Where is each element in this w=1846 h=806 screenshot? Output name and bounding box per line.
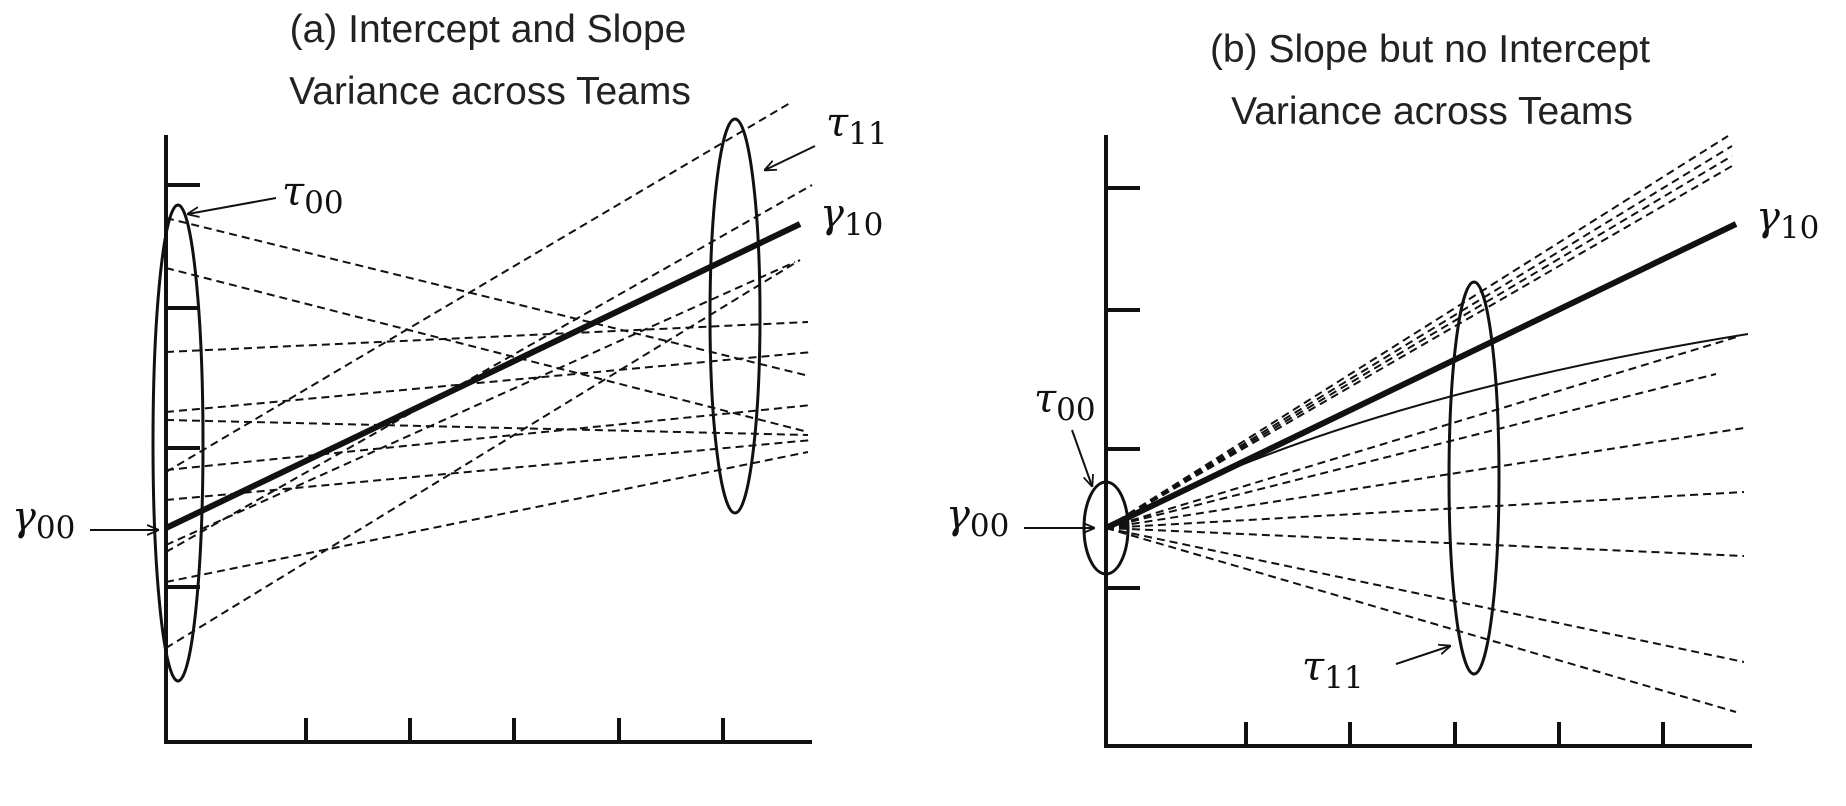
panel-a-tau00-label: τ00 bbox=[282, 169, 344, 221]
team-line bbox=[165, 351, 813, 413]
panel-b-x-ticks bbox=[1244, 722, 1665, 746]
team-line bbox=[1105, 491, 1745, 529]
panel-b-title-line2: Variance across Teams bbox=[1231, 90, 1633, 133]
team-line bbox=[165, 184, 813, 553]
panel-b-tau11-label: τ11 bbox=[1302, 644, 1364, 696]
team-line bbox=[1105, 527, 1737, 713]
panel-a-gamma00-label: γ00 bbox=[12, 494, 75, 546]
team-line bbox=[165, 102, 791, 473]
panel-a-arrows bbox=[90, 145, 816, 530]
panel-a-gamma10-label: γ10 bbox=[820, 191, 883, 243]
team-line bbox=[1105, 335, 1741, 529]
panel-b-tau00-arrow bbox=[1071, 429, 1092, 486]
panel-a-slope-variance-ellipse bbox=[708, 117, 762, 515]
panel-b-gamma10-label: γ10 bbox=[1756, 194, 1819, 246]
panel-a-title-line1: (a) Intercept and Slope bbox=[290, 8, 687, 51]
team-line bbox=[165, 404, 813, 471]
panel-a: (a) Intercept and Slope Variance across … bbox=[12, 8, 888, 744]
panel-a-x-ticks bbox=[304, 718, 725, 742]
team-line bbox=[165, 419, 809, 436]
panel-b-tau11-arrow bbox=[1395, 646, 1450, 665]
panel-b-average-line bbox=[1104, 221, 1738, 531]
panel-b-y-ticks bbox=[1106, 186, 1140, 590]
team-line bbox=[165, 217, 806, 376]
team-line bbox=[165, 259, 801, 649]
panel-a-title-line2: Variance across Teams bbox=[289, 70, 691, 113]
panel-a-team-lines bbox=[165, 102, 813, 649]
panel-a-y-ticks bbox=[166, 183, 200, 589]
panel-b-team-lines bbox=[1105, 135, 1745, 713]
panel-b-title-line1: (b) Slope but no Intercept bbox=[1210, 28, 1650, 71]
panel-a-tau00-arrow bbox=[188, 197, 277, 214]
team-line bbox=[165, 321, 809, 353]
panel-a-tau11-label: τ11 bbox=[826, 100, 888, 152]
team-line bbox=[165, 261, 796, 546]
team-line bbox=[1105, 527, 1745, 557]
panel-b-arrows bbox=[1024, 429, 1450, 665]
team-line bbox=[1105, 373, 1717, 529]
team-line bbox=[1105, 145, 1733, 529]
team-line bbox=[165, 267, 809, 433]
team-line bbox=[165, 451, 809, 583]
panel-a-average-line bbox=[164, 221, 802, 531]
team-line bbox=[1105, 135, 1729, 529]
team-line bbox=[1105, 527, 1745, 663]
panel-b-slope-variance-ellipse bbox=[1447, 280, 1501, 676]
panel-b: (b) Slope but no Intercept Variance acro… bbox=[946, 28, 1819, 748]
panel-a-tau11-arrow bbox=[765, 145, 816, 170]
team-line bbox=[1105, 427, 1745, 529]
panel-b-thin-curve bbox=[1105, 333, 1749, 529]
team-line bbox=[1105, 165, 1733, 529]
panel-a-intercept-variance-ellipse bbox=[151, 203, 205, 683]
team-line bbox=[1105, 155, 1733, 529]
panel-b-axes bbox=[1104, 135, 1752, 748]
panel-b-tau00-label: τ00 bbox=[1034, 376, 1096, 428]
panel-b-gamma00-label: γ00 bbox=[946, 492, 1009, 544]
